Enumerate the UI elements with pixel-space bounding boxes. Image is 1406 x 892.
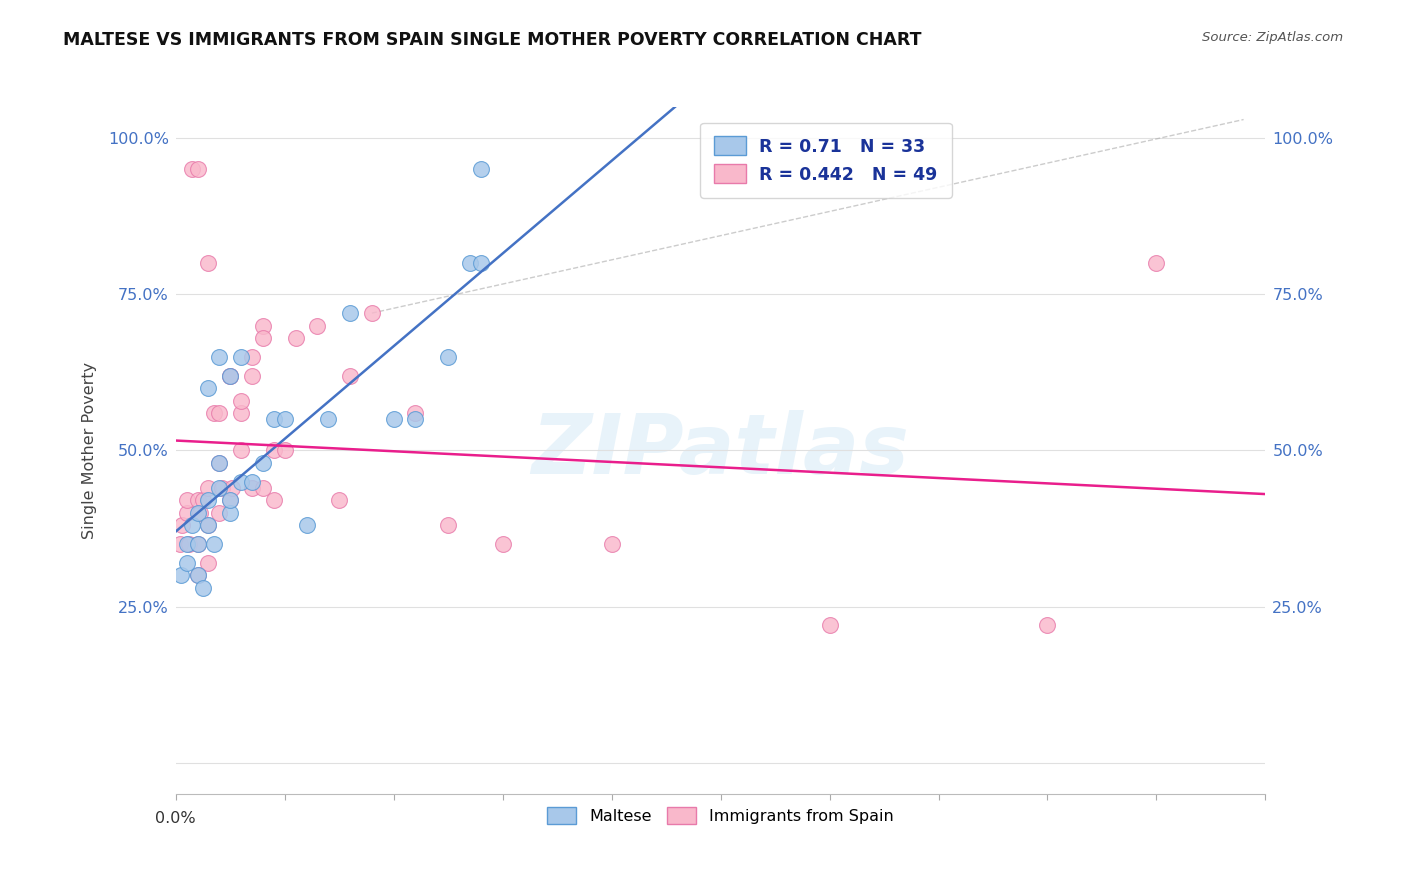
Immigrants from Spain xyxy=(208,456,231,470)
Immigrants from Spain xyxy=(263,443,285,458)
Immigrants from Spain xyxy=(197,481,219,495)
Immigrants from Spain xyxy=(240,350,263,364)
Immigrants from Spain xyxy=(197,256,219,270)
Immigrants from Spain xyxy=(231,393,253,408)
Maltese xyxy=(382,412,405,426)
Immigrants from Spain xyxy=(219,368,242,383)
Immigrants from Spain xyxy=(181,162,204,177)
Maltese xyxy=(181,518,204,533)
Immigrants from Spain xyxy=(252,481,274,495)
Maltese xyxy=(208,456,231,470)
Immigrants from Spain xyxy=(186,537,209,551)
Immigrants from Spain xyxy=(339,368,361,383)
Immigrants from Spain xyxy=(360,306,382,320)
Maltese xyxy=(219,493,242,508)
Immigrants from Spain xyxy=(176,506,198,520)
Maltese xyxy=(197,381,219,395)
Maltese xyxy=(191,581,214,595)
Legend: Maltese, Immigrants from Spain: Maltese, Immigrants from Spain xyxy=(541,800,900,830)
Maltese xyxy=(176,556,198,570)
Maltese xyxy=(208,481,231,495)
Maltese xyxy=(458,256,481,270)
Immigrants from Spain xyxy=(284,331,307,345)
Immigrants from Spain xyxy=(1036,618,1059,632)
Immigrants from Spain xyxy=(186,568,209,582)
Text: Source: ZipAtlas.com: Source: ZipAtlas.com xyxy=(1202,31,1343,45)
Maltese xyxy=(295,518,318,533)
Immigrants from Spain xyxy=(405,406,427,420)
Immigrants from Spain xyxy=(818,618,841,632)
Maltese xyxy=(197,518,219,533)
Maltese xyxy=(252,456,274,470)
Maltese xyxy=(470,256,492,270)
Maltese xyxy=(208,350,231,364)
Immigrants from Spain xyxy=(240,481,263,495)
Maltese xyxy=(405,412,427,426)
Immigrants from Spain xyxy=(240,368,263,383)
Maltese xyxy=(197,493,219,508)
Immigrants from Spain xyxy=(231,406,253,420)
Immigrants from Spain xyxy=(437,518,460,533)
Maltese xyxy=(231,350,253,364)
Maltese xyxy=(318,412,340,426)
Maltese xyxy=(176,537,198,551)
Immigrants from Spain xyxy=(202,406,225,420)
Immigrants from Spain xyxy=(1144,256,1167,270)
Maltese xyxy=(240,475,263,489)
Immigrants from Spain xyxy=(191,493,214,508)
Text: ZIPatlas: ZIPatlas xyxy=(531,410,910,491)
Immigrants from Spain xyxy=(208,506,231,520)
Immigrants from Spain xyxy=(197,556,219,570)
Immigrants from Spain xyxy=(219,368,242,383)
Maltese xyxy=(437,350,460,364)
Maltese xyxy=(263,412,285,426)
Maltese xyxy=(339,306,361,320)
Immigrants from Spain xyxy=(177,537,200,551)
Immigrants from Spain xyxy=(188,506,211,520)
Immigrants from Spain xyxy=(197,518,219,533)
Maltese xyxy=(186,506,209,520)
Maltese xyxy=(186,537,209,551)
Y-axis label: Single Mother Poverty: Single Mother Poverty xyxy=(82,362,97,539)
Immigrants from Spain xyxy=(186,162,209,177)
Maltese xyxy=(202,537,225,551)
Immigrants from Spain xyxy=(172,518,194,533)
Immigrants from Spain xyxy=(600,537,623,551)
Maltese xyxy=(170,568,193,582)
Text: 0.0%: 0.0% xyxy=(156,811,195,826)
Immigrants from Spain xyxy=(211,481,233,495)
Maltese xyxy=(219,368,242,383)
Maltese xyxy=(219,506,242,520)
Maltese xyxy=(274,412,297,426)
Immigrants from Spain xyxy=(263,493,285,508)
Immigrants from Spain xyxy=(219,493,242,508)
Immigrants from Spain xyxy=(252,318,274,333)
Immigrants from Spain xyxy=(492,537,515,551)
Immigrants from Spain xyxy=(208,406,231,420)
Immigrants from Spain xyxy=(252,331,274,345)
Text: MALTESE VS IMMIGRANTS FROM SPAIN SINGLE MOTHER POVERTY CORRELATION CHART: MALTESE VS IMMIGRANTS FROM SPAIN SINGLE … xyxy=(63,31,922,49)
Immigrants from Spain xyxy=(221,481,243,495)
Immigrants from Spain xyxy=(307,318,329,333)
Maltese xyxy=(231,475,253,489)
Immigrants from Spain xyxy=(274,443,297,458)
Maltese xyxy=(470,162,492,177)
Immigrants from Spain xyxy=(169,537,191,551)
Immigrants from Spain xyxy=(186,493,209,508)
Maltese xyxy=(186,568,209,582)
Immigrants from Spain xyxy=(231,443,253,458)
Immigrants from Spain xyxy=(328,493,350,508)
Immigrants from Spain xyxy=(176,493,198,508)
